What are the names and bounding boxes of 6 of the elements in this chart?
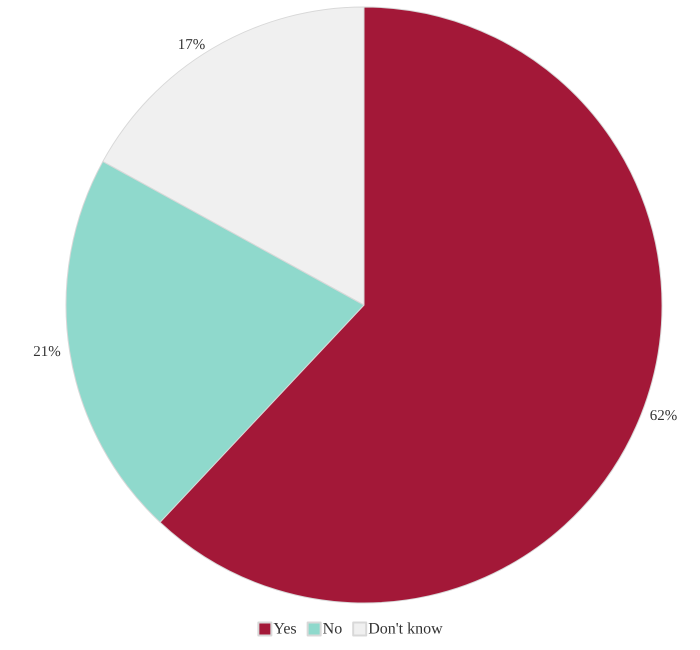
data-label: 17% <box>178 37 206 54</box>
legend-label: Don't know <box>368 620 444 638</box>
legend-label: No <box>322 620 342 638</box>
data-label: 62% <box>650 408 678 424</box>
data-label: 21% <box>33 344 61 360</box>
legend-label: Yes <box>273 620 297 638</box>
